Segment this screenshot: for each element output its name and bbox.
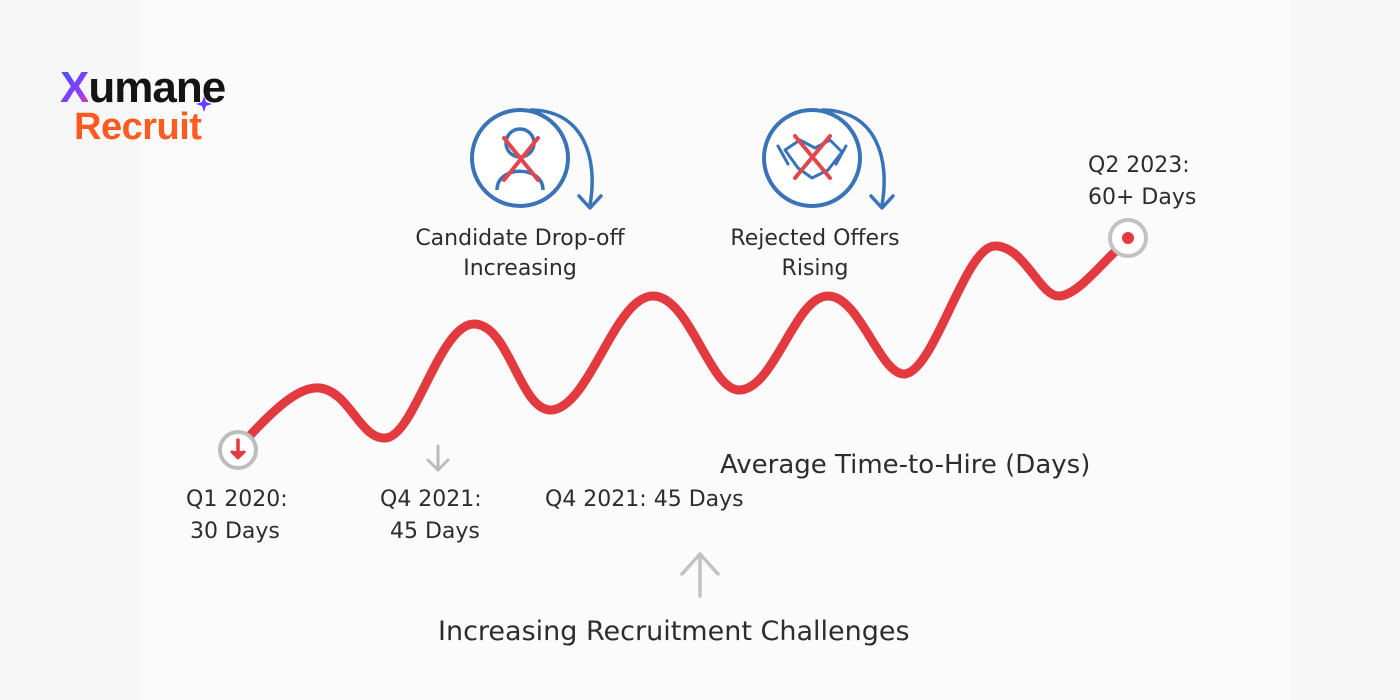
down-arrow-icon [426,444,450,472]
sparkle-icon [196,96,212,112]
milestone-end-period: Q2 2023: [1088,153,1190,178]
diagram-card [140,0,1290,700]
person-crossed-icon [470,108,603,210]
milestone-mid-label: Q4 2021: 45 Days [380,484,482,548]
logo-recruit-text: Recruit [74,106,202,148]
end-marker [1108,218,1148,258]
milestone-mid-inline-label: Q4 2021: 45 Days [545,487,744,512]
dropoff-label: Candidate Drop-off Increasing [400,224,640,284]
milestone-mid-value: 45 Days [390,519,480,544]
trend-line-label: Average Time-to-Hire (Days) [720,450,1091,480]
brand-logo: Xumane Recruit [60,66,226,148]
rejected-label: Rejected Offers Rising [705,224,925,284]
milestone-start-label: Q1 2020: 30 Days [186,484,288,548]
dropoff-label-line1: Candidate Drop-off [415,226,625,251]
handshake-crossed-icon [762,108,895,210]
rejected-label-line2: Rising [781,256,849,281]
milestone-start-period: Q1 2020: [186,487,288,512]
milestone-end-label: Q2 2023: 60+ Days [1088,150,1196,214]
rejected-label-line1: Rejected Offers [730,226,900,251]
milestone-end-value: 60+ Days [1088,185,1197,210]
milestone-mid-period: Q4 2021: [380,487,482,512]
footer-caption: Increasing Recruitment Challenges [438,616,910,647]
logo-wordmark-top: Xumane [60,66,226,112]
start-marker [218,430,258,470]
time-to-hire-trend-line [233,235,1133,453]
up-arrow-icon [680,552,720,598]
milestone-start-value: 30 Days [190,519,280,544]
dropoff-label-line2: Increasing [463,256,577,281]
logo-x-letter: X [60,63,89,112]
